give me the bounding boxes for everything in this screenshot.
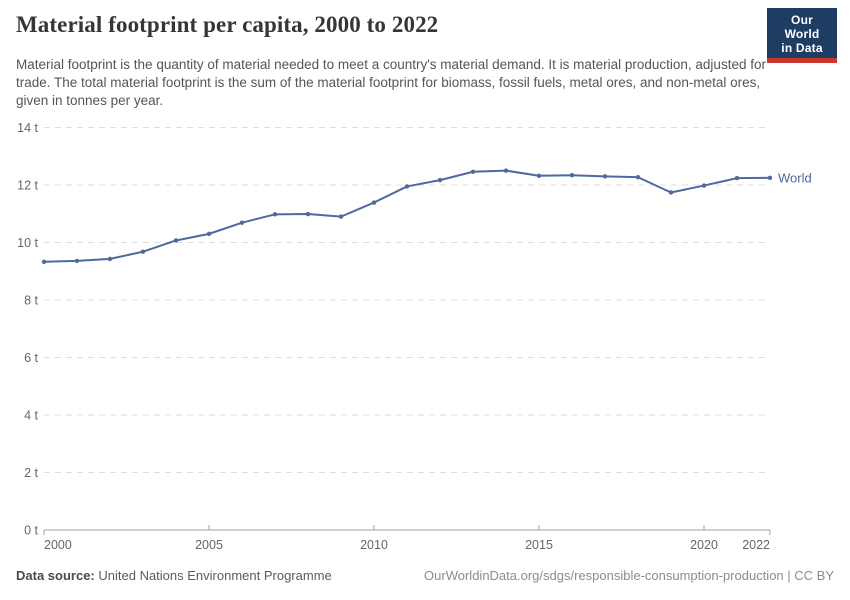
owid-url-link[interactable]: OurWorldinData.org/sdgs/responsible-cons… xyxy=(424,568,784,583)
y-tick-label: 14 t xyxy=(17,121,38,135)
data-point xyxy=(767,175,773,181)
data-point xyxy=(107,256,113,262)
y-tick-label: 8 t xyxy=(24,294,38,308)
data-point xyxy=(701,183,707,188)
data-source-label: Data source: xyxy=(16,568,95,583)
data-point xyxy=(272,212,278,217)
credit-line: OurWorldinData.org/sdgs/responsible-cons… xyxy=(424,568,834,583)
data-point xyxy=(206,231,212,237)
y-tick-label: 2 t xyxy=(24,466,38,480)
data-point xyxy=(602,174,608,179)
x-tick-label: 2010 xyxy=(360,538,388,552)
data-point xyxy=(503,168,509,173)
y-tick-label: 6 t xyxy=(24,351,38,365)
credit-separator: | xyxy=(783,568,795,583)
data-point xyxy=(239,220,245,225)
y-tick-label: 4 t xyxy=(24,409,38,423)
data-point xyxy=(338,214,344,219)
data-point xyxy=(470,169,476,174)
x-tick-label: 2022 xyxy=(742,538,770,552)
data-point xyxy=(74,258,80,264)
data-point xyxy=(140,249,146,254)
license-label: CC BY xyxy=(794,568,834,583)
y-tick-label: 12 t xyxy=(17,179,38,193)
data-point xyxy=(536,173,542,178)
data-point xyxy=(668,190,674,195)
data-point xyxy=(41,259,47,264)
x-tick-label: 2020 xyxy=(690,538,718,552)
data-point xyxy=(404,184,410,189)
owid-logo: Our World in Data xyxy=(767,8,837,63)
chart-footer: Data source: United Nations Environment … xyxy=(16,568,834,583)
y-tick-label: 10 t xyxy=(17,236,38,250)
x-tick-label: 2005 xyxy=(195,538,223,552)
data-point xyxy=(569,173,575,178)
x-tick-label: 2000 xyxy=(44,538,72,552)
data-point xyxy=(371,200,377,205)
owid-logo-line2: in Data xyxy=(781,41,823,55)
y-tick-label: 0 t xyxy=(24,524,38,538)
data-point xyxy=(305,211,311,217)
data-source: Data source: United Nations Environment … xyxy=(16,568,332,583)
data-point xyxy=(635,175,641,180)
page-title: Material footprint per capita, 2000 to 2… xyxy=(16,12,439,37)
data-point xyxy=(437,177,443,183)
data-point xyxy=(173,238,179,243)
x-tick-label: 2015 xyxy=(525,538,553,552)
data-source-value: United Nations Environment Programme xyxy=(98,568,332,583)
data-point xyxy=(734,175,740,181)
series-end-label: World xyxy=(778,170,812,185)
chart-subtitle: Material footprint is the quantity of ma… xyxy=(16,57,766,108)
owid-logo-line1: Our World xyxy=(784,13,820,41)
